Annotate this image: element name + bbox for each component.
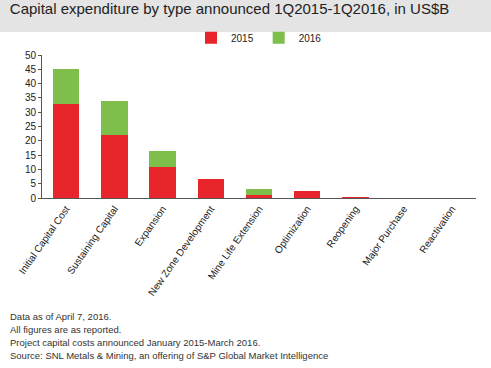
svg-text:40: 40 <box>25 78 37 89</box>
svg-text:5: 5 <box>30 178 36 189</box>
svg-text:Expansion: Expansion <box>132 204 168 249</box>
svg-text:0: 0 <box>30 193 36 204</box>
svg-text:Sustaining Capital: Sustaining Capital <box>65 204 120 276</box>
svg-text:Reactivation: Reactivation <box>417 204 458 255</box>
svg-text:Initial Capital Cost: Initial Capital Cost <box>17 204 72 277</box>
svg-text:20: 20 <box>25 135 37 146</box>
svg-text:10: 10 <box>25 164 37 175</box>
svg-text:35: 35 <box>25 92 37 103</box>
svg-text:Capital expenditure by type an: Capital expenditure by type announced 1Q… <box>10 0 449 17</box>
svg-text:15: 15 <box>25 150 37 161</box>
svg-text:45: 45 <box>25 64 37 75</box>
html-text:Data as of April 7, 2016.: Data as of April 7, 2016. <box>10 311 112 322</box>
svg-text:Mine Life Extension: Mine Life Extension <box>206 204 265 282</box>
html-text:All figures are as reported.: All figures are as reported. <box>10 324 122 335</box>
svg-text:Major Purchase: Major Purchase <box>360 203 409 267</box>
svg-text:25: 25 <box>25 121 37 132</box>
svg-text:50: 50 <box>25 50 37 61</box>
svg-text:Reopening: Reopening <box>324 204 361 250</box>
svg-text:30: 30 <box>25 107 37 118</box>
html-text:Source: SNL Metals & Mining, a: Source: SNL Metals & Mining, an offering… <box>10 350 329 361</box>
svg-text:2016: 2016 <box>299 33 322 44</box>
html-text:Project capital costs announce: Project capital costs announced January … <box>10 337 261 348</box>
svg-text:New Zone Development: New Zone Development <box>146 204 217 298</box>
svg-text:2015: 2015 <box>231 33 254 44</box>
svg-text:Optimization: Optimization <box>272 204 313 256</box>
